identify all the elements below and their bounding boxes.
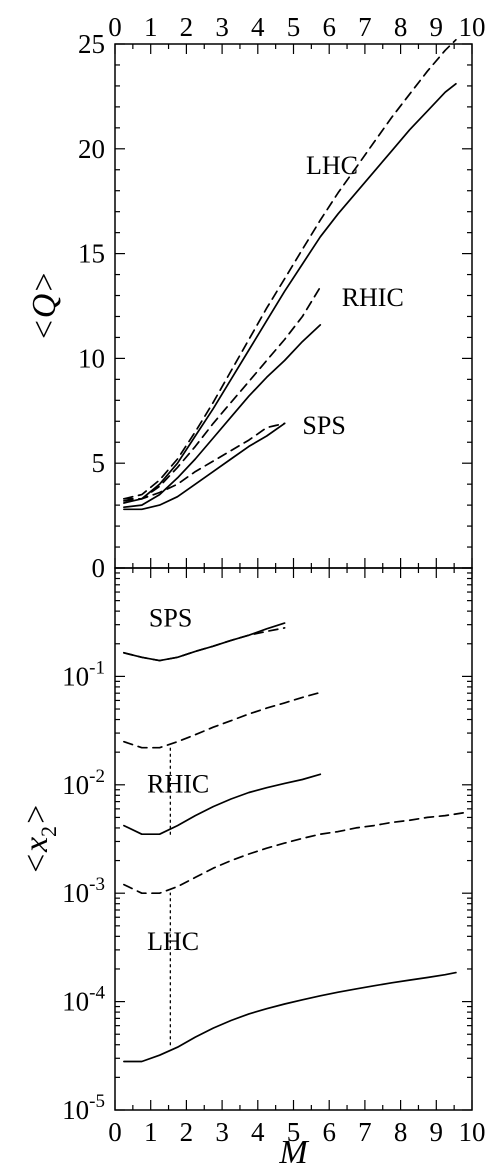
top-x-tick-label: 5 [287,12,301,42]
bottom-x-tick-label: 5 [287,1117,301,1147]
top-y-tick-label: 20 [78,134,105,164]
top-x-tick-label: 2 [180,12,194,42]
top-y-axis-title: <Q> [26,271,63,341]
bottom-x-tick-label: 3 [215,1117,229,1147]
bottom-x-tick-label: 7 [358,1117,372,1147]
bottom-x-tick-label: 6 [322,1117,336,1147]
bottom-lhc-dashed-line [123,812,464,895]
top-y-tick-label: 5 [92,448,106,478]
bottom-frame [114,567,473,1111]
top-x-tick-label: 8 [394,12,408,42]
top-y-tick-label: 0 [92,553,106,583]
bottom-y-tick-label: 10-1 [62,657,105,691]
top-annotation-rhic: RHIC [342,283,404,312]
top-x-tick-label: 6 [322,12,336,42]
top-y-tick-label: 15 [78,239,105,269]
bottom-lhc-solid-line [123,971,457,1063]
top-x-tick-label: 9 [430,12,444,42]
bottom-annotation-lhc: LHC [147,927,199,956]
top-x-tick-label: 10 [459,12,486,42]
top-x-tick-label: 4 [251,12,265,42]
top-rhic-dashed-line [123,286,322,502]
top-annotation-lhc: LHC [306,151,358,180]
top-lhc-solid-line [123,82,457,504]
top-sps-solid-line [123,422,286,511]
bottom-sps-dashed-line [123,627,286,662]
bottom-x-tick-label: 8 [394,1117,408,1147]
x-axis-title: M [278,1134,309,1170]
bottom-x-tick-label: 2 [180,1117,194,1147]
bottom-rhic-dashed-line [123,691,322,749]
top-rhic-solid-line [123,324,322,509]
bottom-x-tick-label: 0 [108,1117,122,1147]
bottom-y-tick-label: 10-5 [62,1091,105,1125]
top-x-tick-label: 3 [215,12,229,42]
top-y-tick-label: 10 [78,343,105,373]
bottom-x-tick-label: 1 [144,1117,158,1147]
top-frame [114,43,473,569]
bottom-x-tick-label: 9 [430,1117,444,1147]
bottom-rhic-solid-line [123,773,322,836]
bottom-x-tick-label: 10 [459,1117,486,1147]
bottom-annotation-sps: SPS [149,603,192,632]
bottom-annotation-rhic: RHIC [147,769,209,798]
bottom-y-tick-label: 10-4 [62,983,105,1017]
top-x-tick-label: 1 [144,12,158,42]
top-sps-dashed-line [123,422,286,500]
bottom-y-axis-title: <x2> [18,803,61,875]
bottom-panel: 0 1 2 3 4 5 6 7 8 9 10 10-1 10-2 10-3 10-4 10-5 <x2> M SPS… [18,567,486,1170]
bottom-y-tick-label: 10-2 [62,766,105,800]
top-annotation-sps: SPS [302,411,345,440]
top-lhc-dashed-line [123,38,457,500]
bottom-y-tick-label: 10-3 [62,874,105,908]
bottom-x-tick-label: 4 [251,1117,265,1147]
top-x-tick-label: 7 [358,12,372,42]
top-y-tick-label: 25 [78,29,105,59]
top-x-tick-label: 0 [108,12,122,42]
